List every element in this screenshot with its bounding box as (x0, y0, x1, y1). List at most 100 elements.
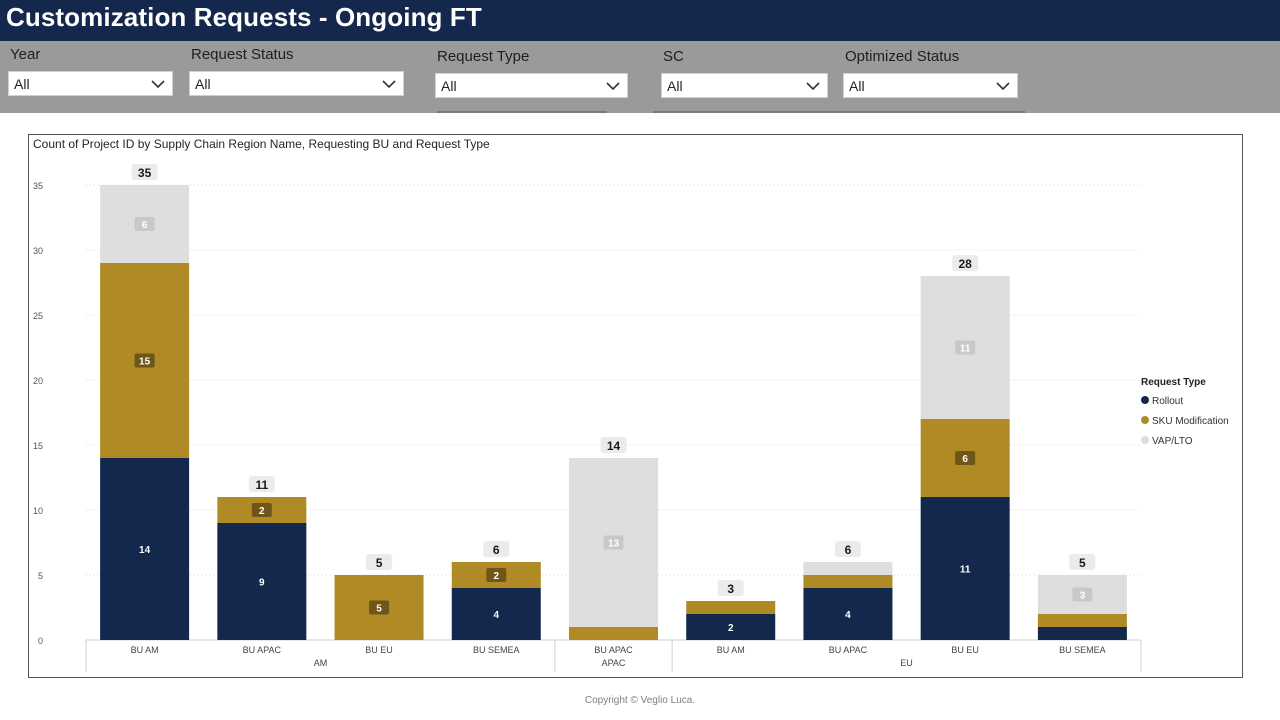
year-filter: Year All (8, 46, 173, 98)
total-label: 35 (138, 166, 152, 180)
rollout-segment (686, 614, 776, 640)
total-label-background (131, 164, 158, 180)
rollout-segment (217, 523, 307, 640)
report-header: Customization Requests - Ongoing FT (0, 0, 1280, 41)
data-label: 4 (845, 610, 851, 621)
data-label-background (251, 503, 272, 517)
y-tick-label: 25 (33, 311, 43, 321)
x-tick-label: BU AM (131, 645, 159, 655)
data-label: 15 (139, 357, 151, 368)
total-label: 5 (376, 556, 383, 570)
copyright-text: Copyright © Veglio Luca. (584, 695, 696, 706)
filter-bar: Year All Request Status All Request Type… (0, 41, 1280, 113)
data-label-background (134, 217, 155, 231)
rollout-segment (451, 588, 541, 640)
request-type-filter-label: Request Type (437, 48, 530, 65)
legend-item-label: Rollout (1152, 396, 1183, 407)
data-label: 2 (728, 623, 734, 634)
sku-modification-segment (1037, 614, 1127, 627)
optimized-status-filter-value: All (849, 78, 865, 94)
year-filter-label: Year (10, 46, 41, 63)
slicer-underline (437, 111, 607, 113)
request-status-filter: Request Status All (189, 46, 404, 98)
data-label-background (603, 535, 624, 550)
data-label: 4 (493, 610, 499, 621)
chevron-down-icon (151, 80, 165, 89)
rollout-segment (1037, 627, 1127, 640)
total-label-background (248, 476, 275, 492)
x-tick-label: BU APAC (594, 645, 633, 655)
x-tick-label: BU EU (365, 645, 393, 655)
sku-modification-segment (803, 575, 893, 588)
data-label: 14 (139, 545, 151, 556)
data-label-background (1072, 587, 1093, 602)
chart-title: Count of Project ID by Supply Chain Regi… (33, 137, 490, 151)
sc-filter-dropdown[interactable]: All (661, 73, 828, 98)
request-type-filter-dropdown[interactable]: All (435, 73, 628, 98)
optimized-status-filter-label: Optimized Status (845, 48, 960, 65)
group-label: AM (314, 658, 328, 668)
total-label-background (600, 437, 627, 453)
data-label: 5 (376, 604, 382, 615)
rollout-segment (920, 497, 1010, 640)
data-label: 11 (960, 565, 971, 576)
total-label-background (834, 541, 861, 557)
x-tick-label: BU APAC (829, 645, 868, 655)
legend-marker (1141, 396, 1149, 404)
request-type-filter: Request Type All (435, 48, 628, 100)
total-label: 14 (607, 439, 621, 453)
chevron-down-icon (606, 82, 620, 91)
total-label-background (1069, 554, 1096, 570)
total-label-background (717, 580, 744, 596)
vap-lto-segment (803, 562, 893, 575)
y-tick-label: 35 (33, 181, 43, 191)
x-tick-label: BU APAC (243, 645, 282, 655)
x-tick-label: BU EU (951, 645, 979, 655)
total-label: 6 (845, 543, 852, 557)
total-label-background (366, 554, 393, 570)
data-label: 2 (493, 571, 499, 582)
data-label: 3 (1080, 591, 1086, 602)
rollout-segment (803, 588, 893, 640)
sku-modification-segment (569, 627, 658, 640)
y-tick-label: 5 (38, 571, 43, 581)
data-label: 11 (960, 344, 971, 355)
data-label-background (955, 340, 976, 355)
data-label: 13 (608, 539, 620, 550)
page-title: Customization Requests - Ongoing FT (6, 2, 482, 32)
legend-item-label: VAP/LTO (1152, 436, 1193, 447)
request-status-filter-value: All (195, 76, 211, 92)
year-filter-value: All (14, 76, 30, 92)
slicer-underline (653, 111, 1025, 113)
y-tick-label: 20 (33, 376, 43, 386)
chevron-down-icon (382, 80, 396, 89)
stacked-bar-chart: Count of Project ID by Supply Chain Regi… (28, 134, 1243, 678)
chevron-down-icon (996, 82, 1010, 91)
sc-filter-value: All (667, 78, 683, 94)
optimized-status-filter-dropdown[interactable]: All (843, 73, 1018, 98)
legend-item-label: SKU Modification (1152, 416, 1229, 427)
x-tick-label: BU AM (717, 645, 745, 655)
total-label-background (952, 255, 979, 271)
request-status-filter-dropdown[interactable]: All (189, 71, 404, 96)
rollout-segment (100, 458, 190, 640)
chevron-down-icon (806, 82, 820, 91)
sc-filter-label: SC (663, 48, 684, 65)
y-tick-label: 10 (33, 506, 43, 516)
x-tick-label: BU SEMEA (1059, 645, 1106, 655)
data-label-background (955, 451, 976, 465)
sc-filter: SC All (661, 48, 828, 100)
request-type-filter-value: All (441, 78, 457, 94)
sku-modification-segment (686, 601, 776, 614)
x-tick-label: BU SEMEA (473, 645, 520, 655)
legend-marker (1141, 436, 1149, 444)
total-label-background (483, 541, 510, 557)
total-label: 28 (958, 257, 972, 271)
data-label-background (369, 600, 390, 615)
y-tick-label: 30 (33, 246, 43, 256)
group-label: APAC (602, 658, 626, 668)
total-label: 6 (493, 543, 500, 557)
request-status-filter-label: Request Status (191, 46, 294, 63)
year-filter-dropdown[interactable]: All (8, 71, 173, 96)
